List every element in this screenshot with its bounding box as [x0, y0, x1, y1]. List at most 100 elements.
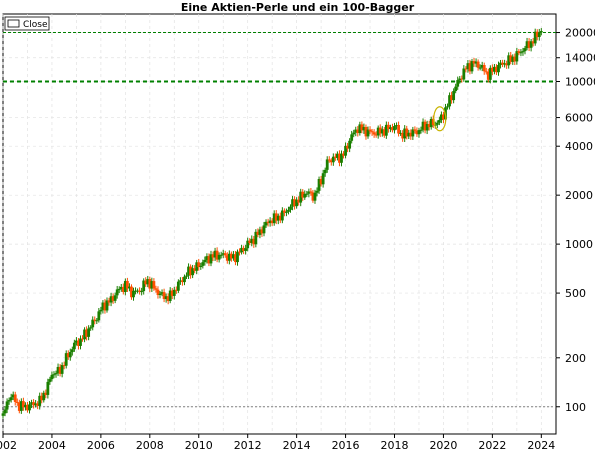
candle-body — [125, 280, 129, 289]
candle-body — [464, 68, 468, 70]
candle-body — [95, 320, 99, 322]
candle-body — [354, 129, 358, 133]
candle-body — [256, 231, 260, 235]
candle-body — [99, 309, 103, 312]
candle-body — [368, 129, 372, 132]
candle-body — [327, 159, 331, 161]
candle-body — [24, 404, 27, 408]
candle-body — [338, 153, 341, 163]
candle-body — [91, 319, 95, 328]
candle-body — [160, 292, 164, 294]
candle-body — [148, 279, 152, 289]
candle-body — [401, 132, 405, 139]
candle-body — [156, 289, 160, 296]
candle-body — [219, 254, 223, 256]
candle-body — [77, 340, 80, 346]
candle-body — [425, 124, 429, 131]
x-tick-label: 2016 — [332, 439, 360, 450]
y-tick-label: 100 — [565, 401, 586, 414]
x-tick-label: 2012 — [234, 439, 262, 450]
candle-body — [537, 32, 541, 38]
candle-body — [531, 41, 535, 44]
candle-body — [66, 353, 70, 358]
candle-body — [446, 106, 449, 108]
candle-body — [168, 290, 172, 301]
y-tick-label: 200 — [565, 352, 586, 365]
candle-body — [266, 221, 270, 224]
x-tick-label: 2014 — [283, 439, 311, 450]
x-tick-label: 2020 — [429, 439, 457, 450]
candle-body — [350, 134, 354, 141]
candle-body — [34, 403, 38, 406]
candle-body — [21, 401, 25, 408]
candle-body — [521, 51, 525, 53]
candle-body — [380, 129, 384, 134]
candle-body — [123, 280, 127, 292]
candle-body — [415, 130, 419, 135]
candle-body — [142, 280, 146, 292]
candle-body — [278, 215, 282, 221]
candle-body — [450, 95, 453, 101]
candle-body — [301, 191, 305, 198]
candle-body — [515, 51, 519, 62]
candle-body — [179, 280, 182, 282]
reference-lines — [3, 32, 556, 408]
candle-body — [42, 392, 46, 401]
candle-body — [68, 352, 72, 358]
candle-body — [344, 145, 347, 156]
candle-body — [297, 199, 301, 203]
candle-body — [144, 280, 148, 285]
candle-body — [333, 156, 337, 158]
candle-body — [176, 281, 180, 291]
candle-body — [54, 373, 58, 375]
candle-body — [183, 276, 186, 283]
candle-body — [152, 281, 156, 289]
candle-body — [378, 127, 382, 134]
candle-body — [113, 295, 117, 301]
candle-body — [470, 61, 474, 72]
candle-body — [209, 254, 213, 264]
candlestick-series — [1, 28, 543, 419]
candle-body — [236, 251, 239, 263]
candle-body — [60, 365, 64, 374]
candle-body — [474, 61, 478, 64]
candle-body — [26, 404, 29, 411]
candle-body — [372, 132, 376, 135]
candle-body — [295, 199, 299, 207]
candle-body — [503, 63, 507, 65]
candle-body — [89, 327, 93, 329]
y-tick-label: 500 — [565, 287, 586, 300]
candle-body — [423, 121, 427, 131]
candle-body — [105, 300, 109, 311]
candle-body — [30, 402, 33, 405]
x-tick-label: 2022 — [478, 439, 506, 450]
candle-body — [232, 254, 235, 259]
candle-body — [472, 61, 476, 64]
candle-body — [389, 127, 392, 130]
candle-body — [215, 250, 219, 260]
candle-body — [185, 275, 188, 277]
candle-body — [248, 240, 252, 243]
candle-body — [11, 394, 15, 398]
candle-body — [132, 290, 135, 298]
candle-body — [48, 379, 52, 382]
candle-body — [325, 159, 329, 170]
candle-body — [223, 253, 227, 256]
candle-body — [52, 374, 56, 376]
candle-body — [311, 192, 315, 201]
y-tick-label: 2000 — [565, 189, 593, 202]
candle-body — [189, 266, 192, 276]
candle-body — [7, 400, 11, 402]
candle-body — [529, 41, 533, 48]
candle-body — [505, 63, 509, 66]
candle-body — [19, 401, 23, 411]
candle-body — [199, 265, 203, 268]
candle-body — [305, 193, 309, 195]
candle-body — [442, 114, 445, 120]
candle-body — [488, 67, 492, 80]
candle-body — [476, 61, 480, 68]
candle-body — [317, 179, 321, 191]
candle-body — [166, 296, 170, 301]
candle-body — [340, 153, 343, 163]
candle-body — [413, 129, 417, 131]
